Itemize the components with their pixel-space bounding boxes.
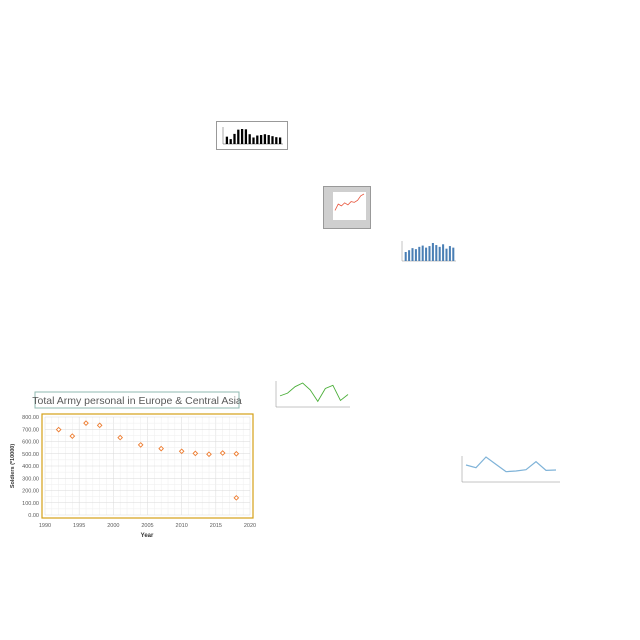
scatter-point xyxy=(192,450,199,457)
title-box xyxy=(34,391,240,409)
scatter-point xyxy=(83,420,89,426)
thumbnail-line-chart-lightblue xyxy=(448,440,570,510)
y-tick-label: 0.00 xyxy=(28,513,39,519)
y-tick-label: 700.00 xyxy=(22,427,39,433)
thumbnail-bar xyxy=(248,134,251,144)
x-tick-label: 2020 xyxy=(244,523,256,529)
thumbnail-bar xyxy=(237,129,240,144)
y-tick-label: 300.00 xyxy=(22,476,39,482)
thumbnail-line-chart-red xyxy=(323,186,371,229)
thumbnail-bar xyxy=(414,249,417,261)
thumbnail-bar xyxy=(442,244,445,261)
thumbnail-bar xyxy=(425,247,428,261)
x-tick-label: 2000 xyxy=(107,523,119,529)
thumbnail-bar xyxy=(240,129,244,144)
thumbnail-bar xyxy=(256,135,259,144)
y-tick-label: 500.00 xyxy=(22,452,39,458)
main-scatter-chart: Total Army personal in Europe & Central … xyxy=(8,388,260,540)
thumbnail-bar xyxy=(278,137,282,144)
thumbnail-bar-chart-blue xyxy=(394,231,460,273)
thumbnail-bar-chart-black xyxy=(216,121,288,150)
thumbnail-bar xyxy=(275,137,278,144)
scatter-point xyxy=(55,426,62,433)
thumbnail-bar xyxy=(404,252,407,261)
thumbnail-bar xyxy=(421,245,424,261)
scatter-point xyxy=(137,442,144,448)
thumbnail-bar xyxy=(438,246,441,261)
x-tick-label: 2005 xyxy=(141,523,153,529)
scatter-point xyxy=(219,450,226,456)
x-tick-label: 2015 xyxy=(210,523,222,529)
thumbnail-bar xyxy=(445,248,448,261)
thumbnail-bar-chart-blue-svg xyxy=(401,241,456,262)
y-tick-label: 800.00 xyxy=(22,415,39,421)
x-axis-label: Year xyxy=(141,533,154,539)
scatter-point xyxy=(117,434,124,441)
thumbnail-bar xyxy=(408,250,411,261)
scatter-point xyxy=(233,450,240,457)
scatter-point xyxy=(233,495,240,501)
thumbnail-bar xyxy=(229,139,232,144)
thumbnail-bar xyxy=(244,129,248,144)
thumbnail-bar xyxy=(448,246,451,261)
y-tick-label: 400.00 xyxy=(22,464,39,470)
x-tick-label: 2010 xyxy=(176,523,188,529)
chart-title: Total Army personal in Europe & Central … xyxy=(32,395,242,407)
scatter-point xyxy=(206,451,212,458)
thumbnail-bar xyxy=(263,134,267,144)
thumbnail-bar xyxy=(418,246,421,261)
plot-area-frame xyxy=(41,413,254,519)
thumbnail-bar xyxy=(428,246,431,261)
y-axis-label: Soldiers (*10000) xyxy=(10,444,16,488)
thumbnail-bar-chart-black-svg xyxy=(222,127,283,145)
thumbnail-bar xyxy=(252,137,255,144)
y-tick-label: 200.00 xyxy=(22,489,39,495)
thumbnail-bar xyxy=(435,245,438,261)
thumbnail-bar xyxy=(411,248,414,261)
thumbnail-bar xyxy=(225,136,229,144)
thumbnail-line-chart-red-svg xyxy=(333,192,366,220)
thumbnail-bar xyxy=(233,133,236,144)
thumbnail-bar xyxy=(267,135,270,144)
y-tick-label: 600.00 xyxy=(22,440,39,446)
thumbnail-line-chart-lightblue-svg xyxy=(461,456,560,483)
y-tick-label: 100.00 xyxy=(22,501,39,507)
x-tick-label: 1995 xyxy=(73,523,85,529)
thumbnail-line-chart-green xyxy=(262,373,354,428)
main-scatter-chart-svg: Total Army personal in Europe & Central … xyxy=(10,391,256,539)
thumbnail-line-chart-green-svg xyxy=(275,381,350,408)
scatter-point xyxy=(158,445,165,452)
thumbnail-bar xyxy=(452,247,455,261)
thumbnail-bar xyxy=(431,243,434,261)
scatter-point xyxy=(178,448,185,455)
thumbnail-bar xyxy=(271,136,274,144)
scatter-point xyxy=(96,422,103,429)
scatter-point xyxy=(69,433,76,439)
thumbnail-bar xyxy=(259,135,263,144)
x-tick-label: 1990 xyxy=(39,523,51,529)
